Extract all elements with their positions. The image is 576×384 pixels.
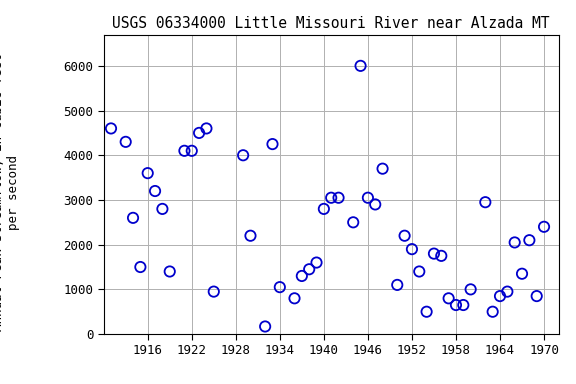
- Point: [429, 250, 438, 257]
- Point: [312, 260, 321, 266]
- Point: [238, 152, 248, 158]
- Text: Annual Peak Streamflow, in cubic feet
per second: Annual Peak Streamflow, in cubic feet pe…: [0, 53, 20, 331]
- Point: [195, 130, 204, 136]
- Point: [540, 224, 549, 230]
- Point: [422, 309, 431, 315]
- Point: [348, 219, 358, 225]
- Point: [437, 253, 446, 259]
- Point: [209, 288, 218, 295]
- Point: [305, 266, 314, 272]
- Point: [407, 246, 416, 252]
- Point: [202, 125, 211, 131]
- Point: [136, 264, 145, 270]
- Point: [187, 148, 196, 154]
- Point: [128, 215, 138, 221]
- Point: [158, 206, 167, 212]
- Point: [327, 195, 336, 201]
- Point: [400, 233, 409, 239]
- Point: [370, 201, 380, 207]
- Point: [378, 166, 387, 172]
- Point: [107, 125, 116, 131]
- Point: [268, 141, 277, 147]
- Point: [466, 286, 475, 293]
- Point: [458, 302, 468, 308]
- Point: [525, 237, 534, 243]
- Point: [334, 195, 343, 201]
- Point: [393, 282, 402, 288]
- Point: [517, 271, 526, 277]
- Point: [444, 295, 453, 301]
- Point: [319, 206, 328, 212]
- Point: [481, 199, 490, 205]
- Point: [246, 233, 255, 239]
- Point: [510, 239, 520, 245]
- Point: [180, 148, 189, 154]
- Point: [290, 295, 299, 301]
- Point: [503, 288, 512, 295]
- Point: [150, 188, 160, 194]
- Point: [452, 302, 461, 308]
- Point: [495, 293, 505, 299]
- Title: USGS 06334000 Little Missouri River near Alzada MT: USGS 06334000 Little Missouri River near…: [112, 16, 550, 31]
- Point: [356, 63, 365, 69]
- Point: [297, 273, 306, 279]
- Point: [260, 323, 270, 329]
- Point: [275, 284, 285, 290]
- Point: [415, 268, 424, 275]
- Point: [165, 268, 175, 275]
- Point: [121, 139, 130, 145]
- Point: [143, 170, 152, 176]
- Point: [532, 293, 541, 299]
- Point: [363, 195, 373, 201]
- Point: [488, 309, 497, 315]
